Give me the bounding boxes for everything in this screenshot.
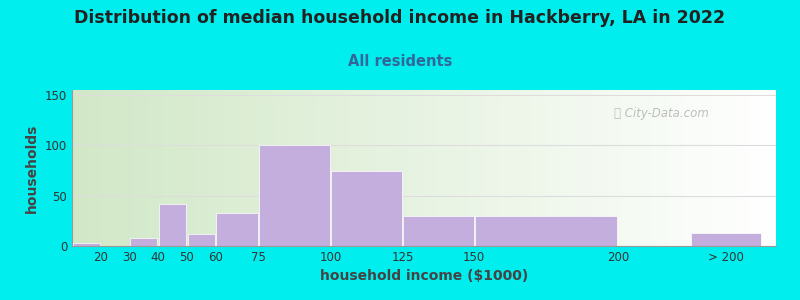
Text: All residents: All residents bbox=[348, 54, 452, 69]
Bar bbox=[259, 146, 330, 246]
Bar bbox=[690, 233, 761, 246]
Bar bbox=[403, 216, 474, 246]
Text: ⓘ City-Data.com: ⓘ City-Data.com bbox=[614, 107, 709, 120]
Y-axis label: households: households bbox=[26, 123, 39, 213]
Bar bbox=[73, 243, 100, 246]
Bar bbox=[159, 204, 186, 246]
Bar bbox=[475, 216, 618, 246]
Bar bbox=[216, 213, 258, 246]
X-axis label: household income ($1000): household income ($1000) bbox=[320, 269, 528, 284]
Bar bbox=[331, 170, 402, 246]
Bar bbox=[188, 234, 215, 246]
Bar bbox=[130, 238, 158, 246]
Text: Distribution of median household income in Hackberry, LA in 2022: Distribution of median household income … bbox=[74, 9, 726, 27]
